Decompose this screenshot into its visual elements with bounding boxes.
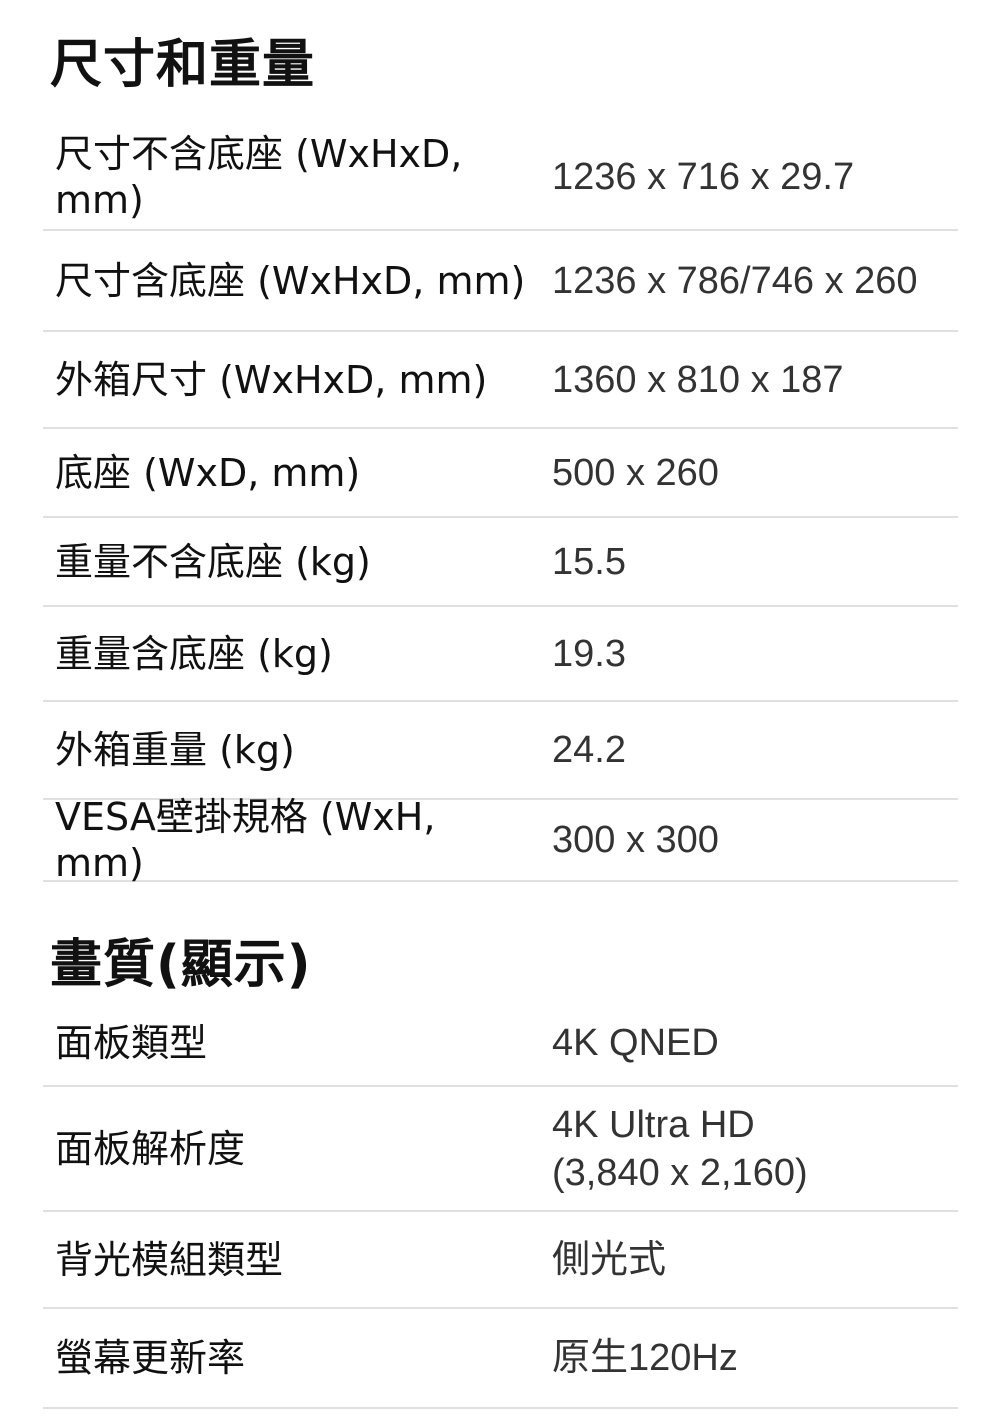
spec-row: 外箱尺寸 (WxHxD, mm) 1360 x 810 x 187: [43, 332, 958, 429]
spec-row: 背光模組類型 側光式: [43, 1212, 958, 1309]
spec-row: 外箱重量 (kg) 24.2: [43, 702, 958, 800]
spec-label: 重量不含底座 (kg): [55, 539, 371, 584]
spec-label: 重量含底座 (kg): [55, 631, 333, 676]
spec-value: 15.5: [552, 540, 626, 583]
spec-row: VESA壁掛規格 (WxH, mm) 300 x 300: [43, 795, 958, 885]
spec-value: 1236 x 716 x 29.7: [552, 156, 855, 198]
spec-label: 面板解析度: [55, 1126, 246, 1171]
section-title-display: 畫質(顯示): [50, 935, 312, 995]
spec-row: 底座 (WxD, mm) 500 x 260: [43, 429, 958, 518]
spec-value: 側光式: [552, 1238, 667, 1281]
spec-label: 外箱重量 (kg): [55, 728, 295, 772]
spec-value: 19.3: [552, 632, 626, 675]
spec-label: 底座 (WxD, mm): [55, 450, 361, 495]
spec-row: 螢幕更新率 原生120Hz: [43, 1309, 958, 1409]
spec-value: 1236 x 786/746 x 260: [552, 259, 918, 302]
spec-row: 面板類型 4K QNED: [43, 1000, 958, 1087]
spec-row: 尺寸含底座 (WxHxD, mm) 1236 x 786/746 x 260: [43, 231, 958, 332]
spec-value: 原生120Hz: [552, 1337, 738, 1379]
spec-row: 重量含底座 (kg) 19.3: [43, 607, 958, 702]
section-title-dimensions: 尺寸和重量: [50, 35, 316, 95]
spec-value: 4K Ultra HD (3,840 x 2,160): [552, 1103, 808, 1194]
spec-label: 外箱尺寸 (WxHxD, mm): [55, 357, 488, 402]
spec-label: 螢幕更新率: [55, 1336, 246, 1380]
spec-label: VESA壁掛規格 (WxH, mm): [55, 795, 436, 885]
spec-value: 300 x 300: [552, 819, 719, 861]
spec-value: 1360 x 810 x 187: [552, 358, 844, 401]
spec-label: 背光模組類型: [55, 1237, 284, 1282]
spec-row: 面板解析度 4K Ultra HD (3,840 x 2,160): [43, 1087, 958, 1212]
spec-value: 500 x 260: [552, 451, 719, 494]
spec-label: 尺寸不含底座 (WxHxD, mm): [55, 132, 463, 222]
spec-value: 4K QNED: [552, 1021, 719, 1064]
spec-label: 面板類型: [55, 1020, 208, 1065]
spec-row: 尺寸不含底座 (WxHxD, mm) 1236 x 716 x 29.7: [43, 125, 958, 231]
spec-label: 尺寸含底座 (WxHxD, mm): [55, 258, 526, 303]
spec-row: 重量不含底座 (kg) 15.5: [43, 518, 958, 607]
spec-value: 24.2: [552, 729, 626, 771]
